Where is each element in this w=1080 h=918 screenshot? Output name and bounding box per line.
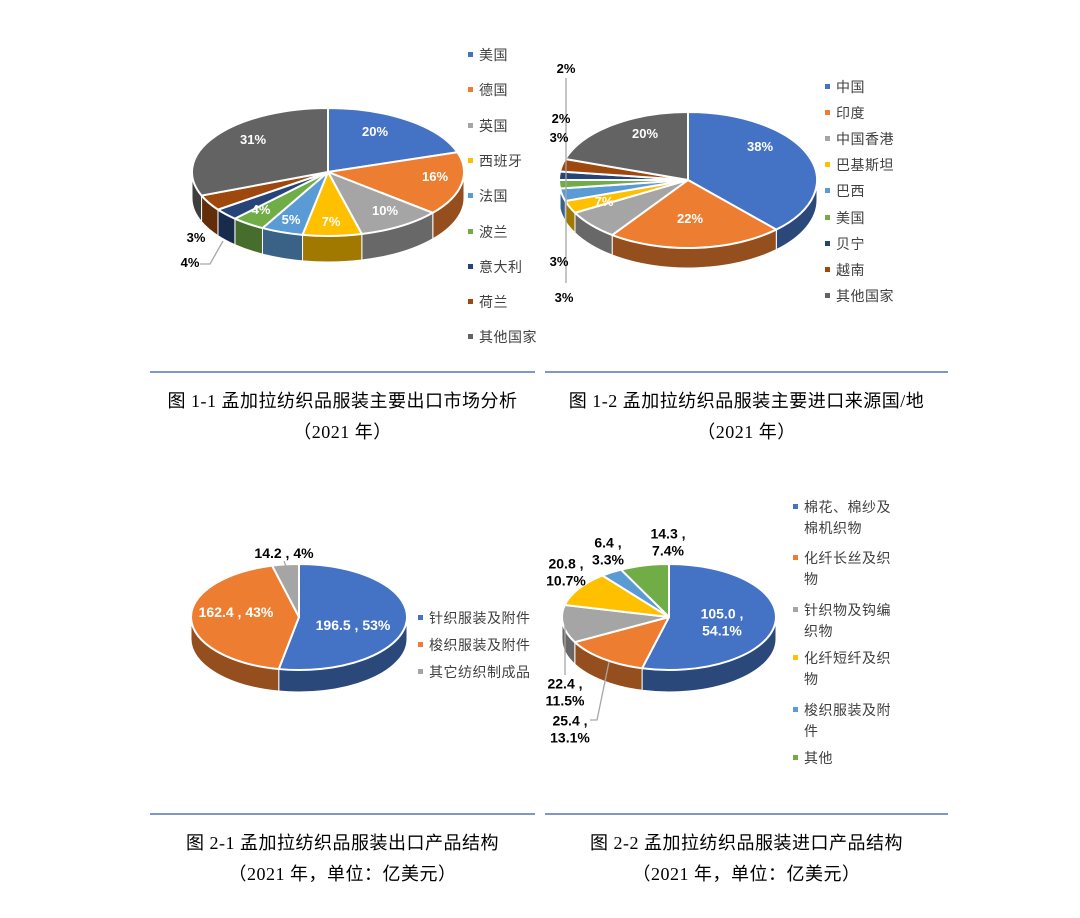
pie-slice [641,563,777,671]
leader-line [283,560,288,570]
pie-slice [327,107,459,173]
data-label: 14.2 , 4% [254,545,314,561]
figure-1-1-panel: 20% 16% 10% 7% 5% 4% 3% 4% 31% 美国 德国 英国 西班牙 法国 波兰 意大利荷… [150,20,537,448]
data-label: 25.4 , 13.1% [550,713,590,746]
pie-slice [327,151,465,214]
figure-2-1-caption: 图 2-1 孟加拉纺织品服装出口产品结构 （2021 年，单位：亿美元） [150,815,535,890]
chart-area-2-2: 105.0 , 54.1% 25.4 , 13.1% 22.4 , 11.5% 20.8 ,… [545,460,948,815]
caption-line-2: （2021 年，单位：亿美元） [632,864,861,884]
chart-area-1-2: 38% 22% 7% 3% 3% 2% 2% 3% 20% 中国 印度 中国香港 巴基斯坦 巴西 美国 贝宁… [545,20,948,373]
data-label: 7% [322,214,341,229]
caption-line-1: 图 1-1 孟加拉纺织品服装主要出口市场分析 [167,391,518,411]
pie-slice-wall [302,233,363,263]
data-label: 10% [372,203,398,218]
pie-slice [620,563,670,618]
pie-slice [277,563,408,671]
pie-slice [564,111,689,181]
data-label: 38% [747,139,773,154]
data-label: 4% [181,255,200,270]
data-label: 2% [557,61,576,76]
figure-1-1-caption: 图 1-1 孟加拉纺织品服装主要出口市场分析 （2021 年） [150,373,535,448]
figure-2-1-panel: 196.5 , 53% 162.4 , 43% 14.2 , 4% 针织服装及附件梭… [150,460,535,890]
data-label: 20% [632,126,658,141]
data-label: 196.5 , 53% [316,617,391,633]
data-label: 105.0 , 54.1% [701,606,744,639]
data-label: 5% [282,212,301,227]
pie-slice [191,107,329,197]
caption-line-2: （2021 年） [697,422,796,442]
pie-slice [190,564,300,671]
data-label: 3% [550,254,569,269]
data-label: 31% [240,132,266,147]
data-label: 16% [422,169,448,184]
pie-slice [573,616,670,670]
leader-line [200,240,224,265]
caption-line-1: 图 1-2 孟加拉纺织品服装主要进口来源国/地 [568,391,925,411]
figure-1-2-panel: 38% 22% 7% 3% 3% 2% 2% 3% 20% 中国 印度 中国香港 巴基斯坦 巴西 美国 贝宁… [545,20,948,448]
data-label: 14.3 , 7.4% [650,526,685,559]
figure-2-2-caption: 图 2-2 孟加拉纺织品服装进口产品结构 （2021 年，单位：亿美元） [545,815,948,890]
data-label: 4% [252,202,271,217]
data-label: 22% [677,211,703,226]
pie-slice [563,574,670,618]
export-markets-pie-chart: 20% 16% 10% 7% 5% 4% 3% 4% 31% [181,107,465,270]
figure-2-2-panel: 105.0 , 54.1% 25.4 , 13.1% 22.4 , 11.5% 20.8 ,… [545,460,948,890]
caption-line-1: 图 2-2 孟加拉纺织品服装进口产品结构 [590,833,903,853]
caption-line-2: （2021 年） [293,422,392,442]
chart-area-2-1: 196.5 , 53% 162.4 , 43% 14.2 , 4% 针织服装及附件梭… [150,460,535,815]
data-label: 3% [550,130,569,145]
data-label: 20% [362,124,388,139]
caption-line-2: （2021 年，单位：亿美元） [228,864,457,884]
data-label: 20.8 , 10.7% [546,556,586,589]
data-label: 22.4 , 11.5% [546,676,585,709]
data-label: 3% [187,230,206,245]
data-label: 162.4 , 43% [199,604,274,620]
data-label: 6.4 , 3.3% [592,535,624,568]
export-products-pie-chart: 196.5 , 53% 162.4 , 43% 14.2 , 4% [190,545,408,693]
data-label: 2% [552,111,571,126]
import-sources-pie-chart: 38% 22% 7% 3% 3% 2% 2% 3% 20% [550,61,818,305]
caption-line-1: 图 2-1 孟加拉纺织品服装出口产品结构 [186,833,499,853]
import-products-pie-chart: 105.0 , 54.1% 25.4 , 13.1% 22.4 , 11.5% 20.8 ,… [546,526,777,746]
data-label: 7% [595,194,614,209]
figure-1-2-caption: 图 1-2 孟加拉纺织品服装主要进口来源国/地 （2021 年） [545,373,948,448]
pie-slice [687,111,818,231]
pie-slice [611,179,778,249]
data-label: 3% [555,290,574,305]
leader-line [590,661,610,721]
chart-area-1-1: 20% 16% 10% 7% 5% 4% 3% 4% 31% 美国 德国 英国 西班牙 法国 波兰 意大利荷… [150,20,537,373]
